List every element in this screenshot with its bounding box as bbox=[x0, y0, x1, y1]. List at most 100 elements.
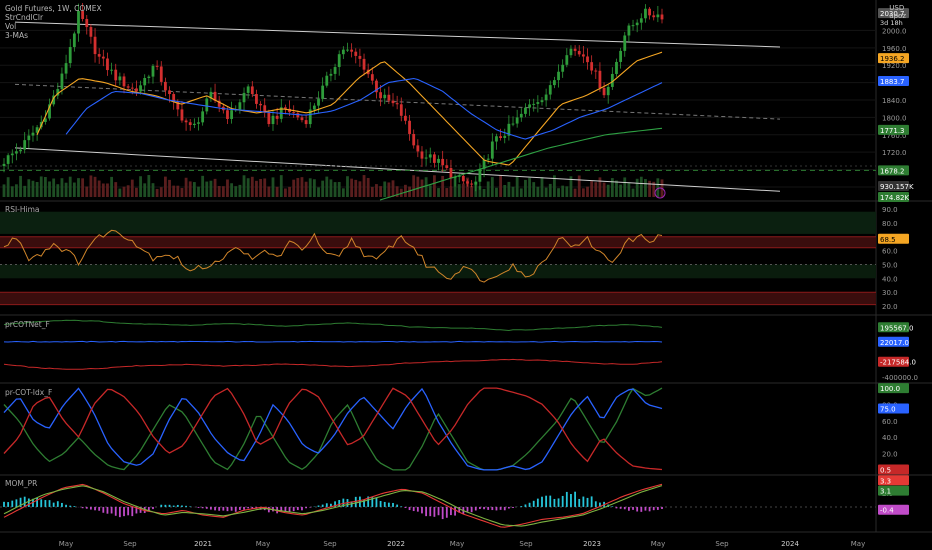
cot-net-red-line bbox=[3, 358, 663, 370]
mom-histogram-bar bbox=[65, 504, 67, 507]
candle-body bbox=[10, 153, 14, 156]
mom-histogram-bar bbox=[512, 506, 514, 509]
rsi-pane-title[interactable]: RSI-Hima bbox=[5, 205, 40, 214]
volume-bar bbox=[77, 178, 80, 197]
mom-histogram-bar bbox=[176, 504, 179, 507]
volume-bar bbox=[242, 175, 246, 197]
volume-bar bbox=[147, 175, 151, 197]
mom-histogram-bar bbox=[487, 506, 490, 510]
mom-histogram-bar bbox=[131, 506, 134, 517]
price-level-tag-bg bbox=[878, 53, 909, 64]
mom-histogram-bar bbox=[98, 506, 101, 511]
mom-histogram-bar bbox=[214, 506, 216, 511]
rsi-tick-label: 40.0 bbox=[882, 275, 898, 283]
candle-body bbox=[85, 18, 89, 28]
volume-bar bbox=[333, 182, 337, 197]
mom-histogram-bar bbox=[367, 496, 370, 507]
candle-body bbox=[532, 103, 536, 105]
volume-bar bbox=[337, 181, 341, 197]
mom-histogram-bar bbox=[338, 500, 341, 507]
volume-bar bbox=[408, 186, 411, 197]
candle-body bbox=[606, 86, 610, 96]
candle-body bbox=[420, 151, 424, 159]
volume-bar bbox=[279, 175, 283, 197]
currency-label[interactable]: USD bbox=[889, 4, 905, 12]
mom-pane-title[interactable]: MOM_PR bbox=[5, 479, 38, 488]
mom-histogram-bar bbox=[644, 506, 647, 511]
cot-idx-blue-tag-bg bbox=[878, 403, 909, 414]
cot-idx-tick-label: 60.0 bbox=[882, 418, 898, 426]
time-tick-label: Sep bbox=[323, 540, 337, 548]
symbol-title[interactable]: Gold Futures, 1W, COMEX bbox=[5, 4, 102, 13]
volume-bar bbox=[470, 185, 474, 197]
rsi-tick-label: 20.0 bbox=[882, 303, 898, 311]
mom-histogram-bar bbox=[565, 491, 568, 507]
candle-body bbox=[457, 175, 461, 177]
rsi-tick-label: 90.0 bbox=[882, 206, 898, 214]
candle-body bbox=[412, 133, 416, 146]
candle-body bbox=[350, 49, 354, 52]
cot-net-pane-title[interactable]: prCOTNet_F bbox=[5, 320, 50, 329]
candle-body bbox=[391, 100, 395, 104]
volume-bar bbox=[321, 180, 325, 197]
mom-histogram-bar bbox=[483, 506, 485, 510]
volume-bar bbox=[304, 181, 308, 197]
candle-body bbox=[610, 73, 614, 87]
mom-histogram-bar bbox=[288, 506, 291, 512]
mom-histogram-bar bbox=[400, 506, 403, 507]
volume-bar bbox=[511, 186, 515, 197]
candle-body bbox=[110, 69, 113, 71]
indicator-label-vol[interactable]: Vol bbox=[5, 22, 17, 31]
mom-histogram-bar bbox=[656, 506, 659, 510]
mom-histogram-bar bbox=[479, 506, 481, 510]
volume-bar bbox=[209, 180, 213, 197]
candle-body bbox=[151, 65, 155, 77]
candle-body bbox=[192, 123, 196, 126]
candle-body bbox=[159, 66, 163, 82]
mom-histogram-bar bbox=[623, 506, 626, 510]
candle-body bbox=[565, 55, 569, 65]
candle-body bbox=[449, 168, 453, 179]
volume-bar bbox=[437, 188, 440, 197]
mom-histogram-bar bbox=[590, 496, 593, 507]
volume-bar bbox=[590, 181, 594, 197]
indicator-label-strcndlclr[interactable]: StrCndlClr bbox=[5, 13, 44, 22]
candle-body bbox=[89, 27, 93, 37]
scale-mode-label[interactable]: apoz bbox=[889, 12, 906, 20]
volume-bar bbox=[250, 176, 254, 197]
candle-body bbox=[519, 113, 523, 118]
mom-histogram-bar bbox=[114, 506, 117, 516]
candle-body bbox=[536, 102, 540, 104]
volume-bar bbox=[130, 179, 134, 197]
volume-bar bbox=[383, 181, 387, 197]
volume-bar bbox=[445, 188, 449, 197]
volume-bar bbox=[296, 178, 300, 197]
indicator-label-3mas[interactable]: 3-MAs bbox=[5, 31, 28, 40]
volume-bar bbox=[507, 181, 511, 197]
candle-body bbox=[453, 176, 457, 179]
mom-histogram-bar bbox=[280, 506, 283, 512]
cot-idx-pane-title[interactable]: pr-COT-Idx_F bbox=[5, 388, 53, 397]
candle-body bbox=[590, 62, 594, 71]
volume-bar bbox=[155, 188, 159, 197]
mom-histogram-bar bbox=[578, 498, 581, 507]
candle-body bbox=[470, 183, 474, 185]
volume-bar bbox=[420, 179, 424, 197]
mom-histogram-bar bbox=[296, 506, 299, 511]
volume-bar bbox=[101, 183, 105, 197]
volume-bar bbox=[375, 184, 378, 197]
candle-body bbox=[209, 91, 213, 99]
candle-body bbox=[296, 113, 300, 118]
candle-body bbox=[379, 92, 382, 99]
mom-histogram-bar bbox=[425, 506, 428, 517]
volume-bar bbox=[308, 178, 312, 197]
volume-bar bbox=[114, 182, 118, 197]
mom-histogram-bar bbox=[160, 504, 163, 507]
volume-bar bbox=[490, 177, 494, 197]
rsi-tick-label: 50.0 bbox=[882, 261, 898, 269]
price-level-tag-bg bbox=[878, 124, 909, 135]
volume-bar bbox=[482, 188, 486, 197]
candle-body bbox=[507, 123, 511, 136]
candle-body bbox=[23, 140, 27, 150]
